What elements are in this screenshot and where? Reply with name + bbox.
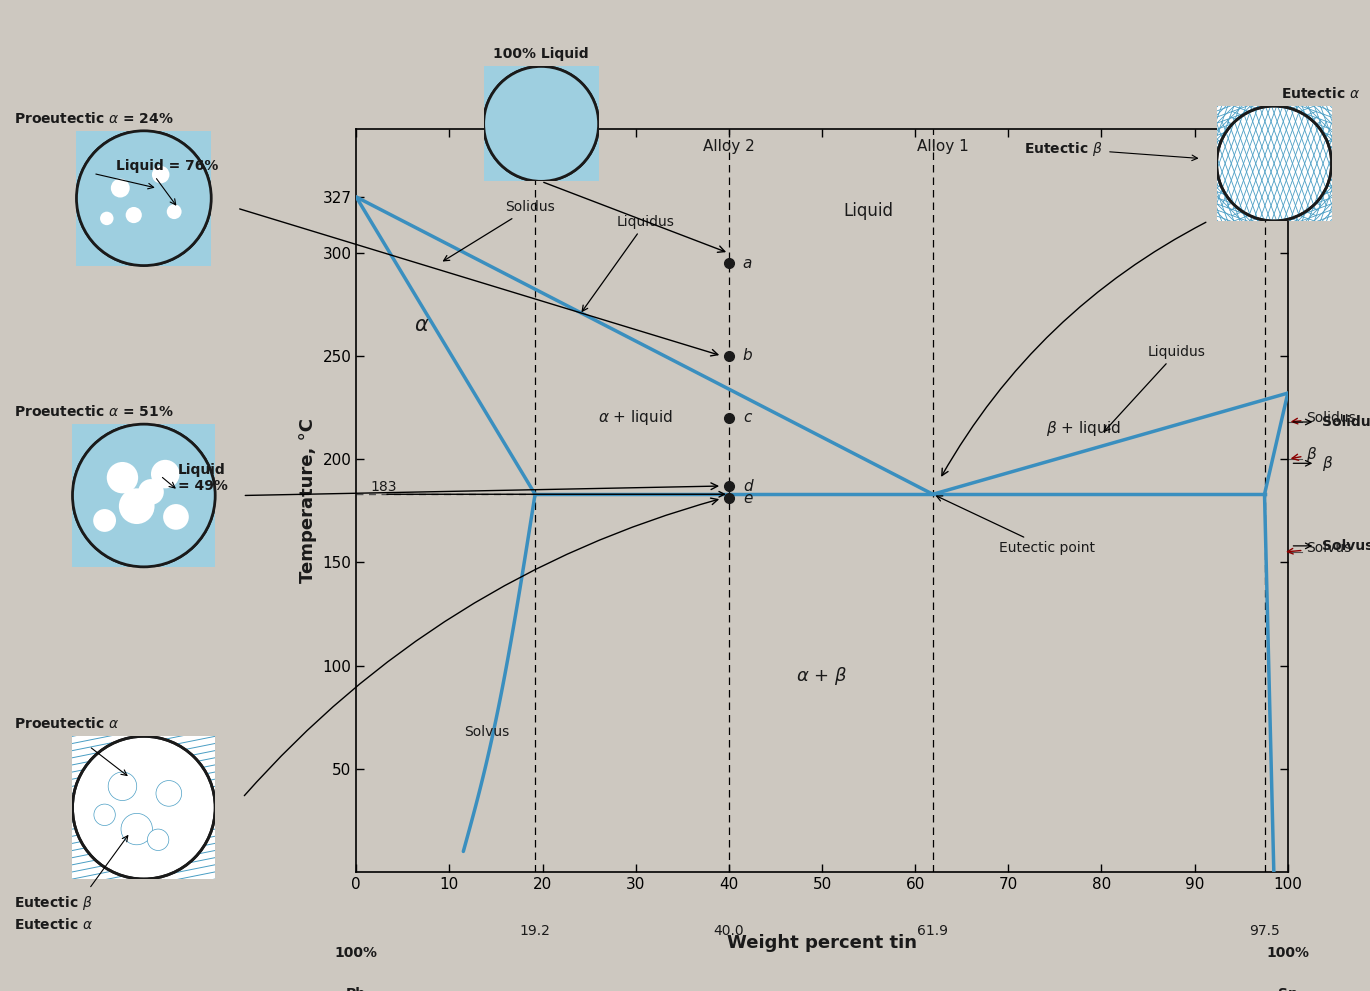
Circle shape — [95, 804, 115, 826]
Circle shape — [108, 772, 137, 801]
Text: e: e — [743, 491, 752, 505]
Circle shape — [156, 781, 182, 807]
Circle shape — [121, 814, 152, 844]
Circle shape — [167, 204, 182, 219]
Text: Liquid = 76%: Liquid = 76% — [116, 160, 219, 173]
Text: Solidus: Solidus — [1292, 411, 1356, 425]
Text: Liquidus: Liquidus — [1104, 345, 1206, 431]
Bar — [1245, 129, 1260, 147]
Text: Alloy 1: Alloy 1 — [918, 139, 969, 154]
Text: Sn: Sn — [1278, 987, 1297, 991]
Text: 40.0: 40.0 — [714, 924, 744, 938]
Text: $\beta$: $\beta$ — [1322, 454, 1333, 473]
X-axis label: Weight percent tin: Weight percent tin — [727, 934, 917, 951]
Text: b: b — [743, 349, 752, 364]
Text: Proeutectic $\alpha$ = 51%: Proeutectic $\alpha$ = 51% — [14, 404, 174, 419]
Text: $\beta$: $\beta$ — [1292, 445, 1318, 464]
Circle shape — [484, 66, 599, 181]
Y-axis label: Temperature, °C: Temperature, °C — [299, 418, 316, 583]
Circle shape — [77, 131, 211, 266]
Bar — [1256, 158, 1277, 175]
Circle shape — [163, 504, 189, 530]
Text: 100%: 100% — [1266, 946, 1310, 960]
Text: Proeutectic $\alpha$: Proeutectic $\alpha$ — [14, 716, 119, 731]
Circle shape — [151, 460, 179, 489]
Circle shape — [100, 212, 114, 225]
Text: Liquidus: Liquidus — [582, 215, 675, 311]
Text: $\beta$ + liquid: $\beta$ + liquid — [1045, 418, 1121, 438]
Text: Eutectic $\alpha$: Eutectic $\alpha$ — [1281, 86, 1360, 101]
Bar — [1280, 132, 1297, 147]
Circle shape — [152, 165, 170, 183]
Text: 61.9: 61.9 — [918, 924, 948, 938]
Text: 97.5: 97.5 — [1249, 924, 1280, 938]
Text: Solidus: Solidus — [444, 200, 555, 261]
Text: Liquid
= 49%: Liquid = 49% — [178, 463, 227, 493]
Text: Solidus: Solidus — [1322, 415, 1370, 429]
Text: 100%: 100% — [334, 946, 378, 960]
Circle shape — [126, 207, 142, 223]
Text: $\alpha$: $\alpha$ — [414, 315, 429, 335]
Circle shape — [73, 736, 215, 879]
Text: $\alpha$ + $\beta$: $\alpha$ + $\beta$ — [796, 665, 848, 687]
Text: Solvus: Solvus — [1322, 539, 1370, 553]
Text: Liquid: Liquid — [844, 202, 893, 220]
Text: 100% Liquid: 100% Liquid — [493, 48, 589, 61]
Text: Solvus: Solvus — [1288, 541, 1352, 555]
Circle shape — [1217, 106, 1332, 221]
Circle shape — [148, 829, 169, 850]
Circle shape — [107, 462, 138, 494]
Text: $\alpha$ + liquid: $\alpha$ + liquid — [599, 408, 673, 427]
Circle shape — [93, 509, 116, 532]
Text: a: a — [743, 256, 752, 271]
Circle shape — [484, 66, 599, 181]
Text: 19.2: 19.2 — [519, 924, 551, 938]
Circle shape — [73, 424, 215, 567]
Text: 183: 183 — [370, 481, 397, 495]
Circle shape — [138, 479, 164, 504]
Circle shape — [73, 736, 215, 879]
Text: Eutectic point: Eutectic point — [937, 496, 1095, 555]
Circle shape — [1217, 106, 1332, 221]
Circle shape — [77, 131, 211, 266]
Text: Proeutectic $\alpha$ = 24%: Proeutectic $\alpha$ = 24% — [14, 111, 174, 126]
Circle shape — [119, 489, 155, 524]
Text: Alloy 2: Alloy 2 — [703, 139, 755, 154]
Text: Solvus: Solvus — [464, 724, 510, 738]
Text: Pb: Pb — [347, 987, 366, 991]
Circle shape — [73, 424, 215, 567]
Text: Eutectic $\beta$: Eutectic $\beta$ — [14, 894, 92, 912]
Text: Eutectic $\alpha$: Eutectic $\alpha$ — [14, 917, 93, 932]
Text: d: d — [743, 479, 752, 494]
Text: Eutectic $\beta$: Eutectic $\beta$ — [1025, 140, 1103, 158]
Circle shape — [111, 178, 130, 197]
Text: c: c — [743, 410, 751, 425]
